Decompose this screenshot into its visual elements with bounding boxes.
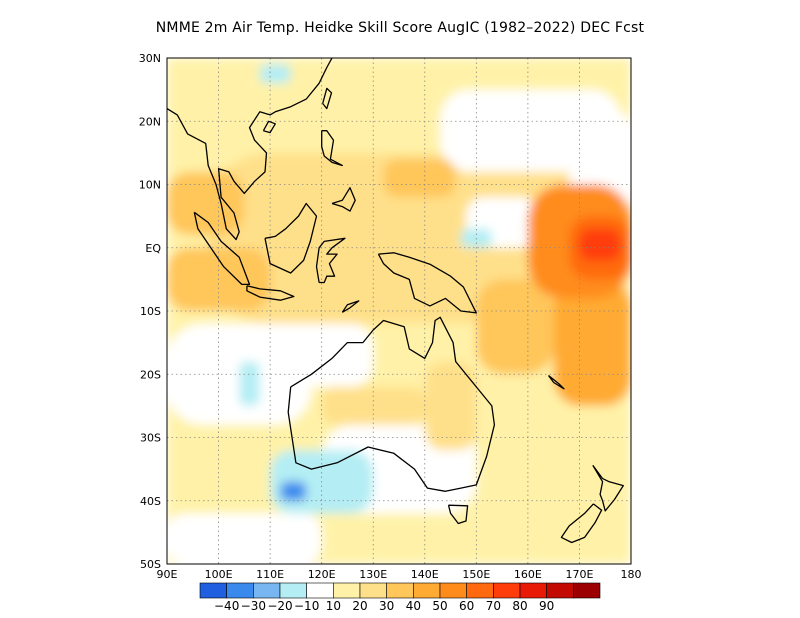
coastline-mainland-asia <box>167 58 333 241</box>
coastline-new-caledonia <box>547 374 565 390</box>
lat-tick-label: 10N <box>139 179 161 192</box>
skill-region <box>239 361 260 406</box>
coastline-java <box>246 285 295 301</box>
skill-region <box>579 228 621 261</box>
colorbar-swatch <box>333 582 361 599</box>
colorbar-label: 80 <box>512 599 527 613</box>
coastline-new-guinea <box>377 252 477 314</box>
coastline-timor <box>341 300 360 313</box>
colorbar-swatch <box>226 582 254 599</box>
skill-region <box>476 279 554 375</box>
lat-tick-label: 30N <box>139 52 161 65</box>
skill-region <box>259 64 291 84</box>
lon-tick-label: 110E <box>256 568 284 581</box>
colorbar-swatch <box>573 582 601 599</box>
skill-field-layer <box>167 58 631 564</box>
lat-tick-label: 30S <box>140 432 161 445</box>
colorbar-swatch <box>386 582 414 599</box>
lon-tick-label: 90E <box>157 568 178 581</box>
colorbar: −40 −30 −20 −10 10 20 30 40 50 60 70 80 90 <box>199 582 601 613</box>
colorbar-label: 40 <box>406 599 421 613</box>
lat-tick-label: 40S <box>140 495 161 508</box>
skill-region <box>167 171 245 236</box>
gridlines <box>167 58 631 564</box>
axis-ticks: 90E 100E 110E 120E 130E 140E 150E 160E 170E 180 30… <box>139 52 642 581</box>
colorbar-swatch <box>413 582 441 599</box>
lat-tick-label: 20N <box>139 115 161 128</box>
colorbar-swatch <box>253 582 281 599</box>
colorbar-label: 20 <box>352 599 367 613</box>
skill-region <box>280 481 307 501</box>
coastline-sri-lanka <box>114 186 123 204</box>
lat-tick-label: 10S <box>140 305 161 318</box>
colorbar-label: 50 <box>432 599 447 613</box>
colorbar-swatch <box>199 582 227 599</box>
coastline-sumatra <box>193 211 251 286</box>
coastline-tasmania <box>447 504 469 525</box>
skill-region <box>259 323 374 387</box>
colorbar-swatch <box>279 582 307 599</box>
lon-tick-label: 140E <box>411 568 439 581</box>
lat-tick-label: EQ <box>145 242 161 255</box>
coastline-taiwan <box>322 87 333 110</box>
colorbar-swatch <box>439 582 467 599</box>
colorbar-swatch <box>519 582 547 599</box>
coastline-mindanao <box>331 187 356 212</box>
lon-tick-label: 160E <box>514 568 542 581</box>
lon-tick-label: 120E <box>308 568 336 581</box>
lat-tick-label: 50S <box>140 558 161 571</box>
coastline-australia <box>287 316 496 492</box>
coastline-borneo <box>264 202 318 274</box>
colorbar-label: −40 <box>214 599 239 613</box>
colorbar-swatch <box>546 582 574 599</box>
colorbar-swatch <box>359 582 387 599</box>
coastline-luzon <box>321 130 343 167</box>
colorbar-swatch <box>493 582 521 599</box>
coastline-nz-north <box>592 464 624 512</box>
colorbar-swatch <box>306 582 334 599</box>
plot-frame <box>166 57 632 565</box>
lon-tick-label: 130E <box>359 568 387 581</box>
map-title: NMME 2m Air Temp. Heidke Skill Score Aug… <box>155 20 645 36</box>
lon-tick-label: 150E <box>462 568 490 581</box>
plot-area <box>114 58 631 564</box>
colorbar-label: −30 <box>241 599 266 613</box>
lon-tick-label: 100E <box>205 568 233 581</box>
colorbar-swatch <box>466 582 494 599</box>
lon-tick-label: 170E <box>565 568 593 581</box>
skill-region <box>424 361 477 451</box>
lat-tick-label: 20S <box>140 368 161 381</box>
lon-tick-label: 180 <box>621 568 642 581</box>
colorbar-label: −20 <box>267 599 292 613</box>
colorbar-label: 70 <box>486 599 501 613</box>
coastlines <box>114 58 624 544</box>
coastline-nz-south <box>560 503 603 544</box>
coastline-sulawesi <box>315 237 346 284</box>
colorbar-label: −10 <box>294 599 319 613</box>
colorbar-label: 90 <box>539 599 554 613</box>
coastline-hainan <box>262 120 276 134</box>
skill-region <box>383 159 456 198</box>
colorbar-label: 60 <box>459 599 474 613</box>
colorbar-label: 30 <box>379 599 394 613</box>
skill-region <box>167 513 322 564</box>
colorbar-label: 10 <box>326 599 341 613</box>
